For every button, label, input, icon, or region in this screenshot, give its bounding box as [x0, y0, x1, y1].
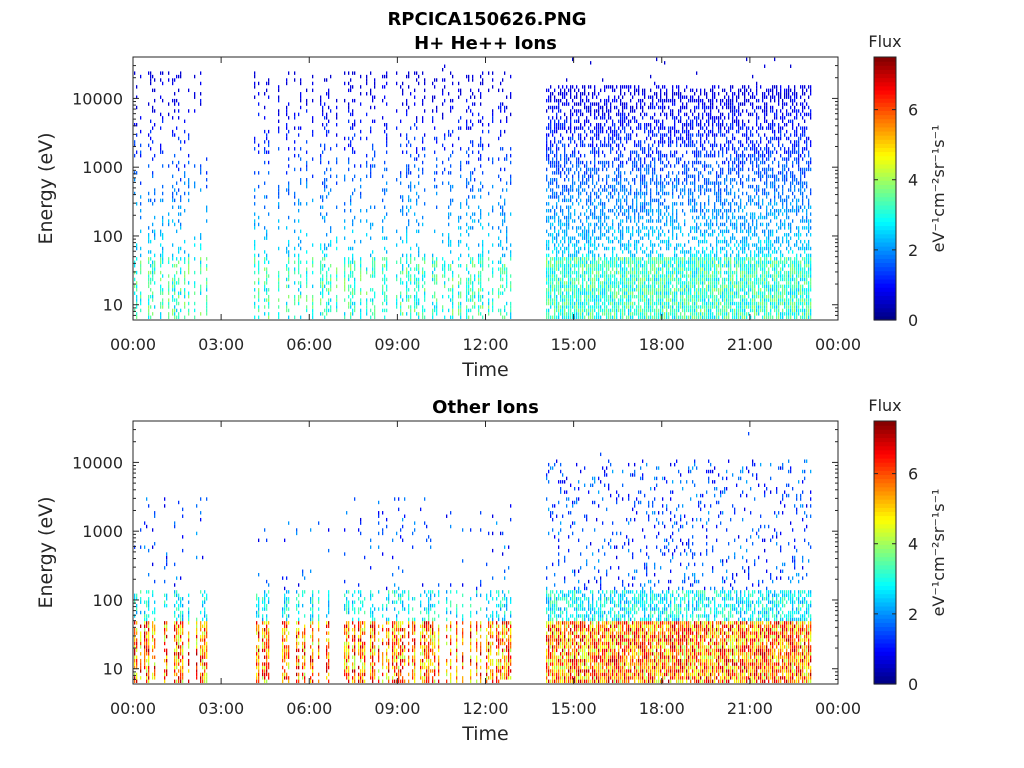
y-tick-label: 100: [92, 227, 123, 246]
y-tick-label: 10000: [72, 453, 123, 472]
colorbar-tick-label: 4: [908, 171, 918, 190]
colorbar-tick-label: 0: [908, 675, 918, 694]
colorbar-tick-label: 2: [908, 605, 918, 624]
y-tick-label: 1000: [82, 158, 123, 177]
panel-title: H+ He++ Ions: [414, 33, 557, 54]
colorbar: 0 2 4 6 Flux eV⁻¹cm⁻²sr⁻¹s⁻¹: [868, 32, 948, 330]
colorbar: 0 2 4 6 Flux eV⁻¹cm⁻²sr⁻¹s⁻¹: [868, 396, 948, 694]
colorbar-title: Flux: [868, 396, 901, 415]
y-tick-label: 10: [103, 660, 123, 679]
colorbar-units: eV⁻¹cm⁻²sr⁻¹s⁻¹: [929, 489, 948, 617]
colorbar-tick-label: 6: [908, 101, 918, 120]
x-tick-label: 18:00: [639, 335, 685, 354]
panel-other-ions: Other Ions 10 100 1000 10000 Energy (eV) 00:00…: [35, 396, 948, 745]
x-tick-label: 12:00: [462, 699, 508, 718]
y-tick-label: 10: [103, 296, 123, 315]
x-tick-label: 09:00: [374, 699, 420, 718]
y-tick-label: 10000: [72, 89, 123, 108]
x-axis: 00:00 03:00 06:00 09:00 12:00 15:00 18:00 21:00…: [110, 421, 861, 745]
x-tick-label: 09:00: [374, 335, 420, 354]
x-tick-label: 00:00: [110, 699, 156, 718]
x-tick-label: 00:00: [815, 335, 861, 354]
colorbar-tick-label: 6: [908, 465, 918, 484]
x-axis-label: Time: [461, 723, 509, 745]
colorbar-tick-label: 0: [908, 311, 918, 330]
colorbar-tick-label: 4: [908, 535, 918, 554]
colorbar-units: eV⁻¹cm⁻²sr⁻¹s⁻¹: [929, 125, 948, 253]
x-tick-label: 03:00: [198, 699, 244, 718]
x-tick-label: 00:00: [815, 699, 861, 718]
panel-title: Other Ions: [432, 397, 539, 418]
x-axis: 00:00 03:00 06:00 09:00 12:00 15:00 18:00 21:00…: [110, 57, 861, 381]
y-axis: 10 100 1000 10000 Energy (eV): [35, 56, 838, 321]
y-axis: 10 100 1000 10000 Energy (eV): [35, 420, 838, 685]
figure-title: RPCICA150626.PNG: [387, 9, 586, 30]
spectrogram: [134, 431, 812, 684]
x-tick-label: 06:00: [286, 335, 332, 354]
spectrogram: [134, 57, 812, 320]
y-axis-label: Energy (eV): [35, 496, 57, 608]
panel-h-he-ions: H+ He++ Ions 10 100 1000 10000 Energy (eV) 00:…: [35, 32, 948, 381]
y-axis-label: Energy (eV): [35, 132, 57, 244]
x-tick-label: 03:00: [198, 335, 244, 354]
colorbar-tick-label: 2: [908, 241, 918, 260]
x-tick-label: 21:00: [727, 699, 773, 718]
x-tick-label: 18:00: [639, 699, 685, 718]
x-tick-label: 15:00: [551, 699, 597, 718]
y-tick-label: 1000: [82, 522, 123, 541]
y-tick-label: 100: [92, 591, 123, 610]
x-tick-label: 21:00: [727, 335, 773, 354]
colorbar-title: Flux: [868, 32, 901, 51]
x-tick-label: 15:00: [551, 335, 597, 354]
x-tick-label: 12:00: [462, 335, 508, 354]
x-axis-label: Time: [461, 359, 509, 381]
x-tick-label: 00:00: [110, 335, 156, 354]
x-tick-label: 06:00: [286, 699, 332, 718]
